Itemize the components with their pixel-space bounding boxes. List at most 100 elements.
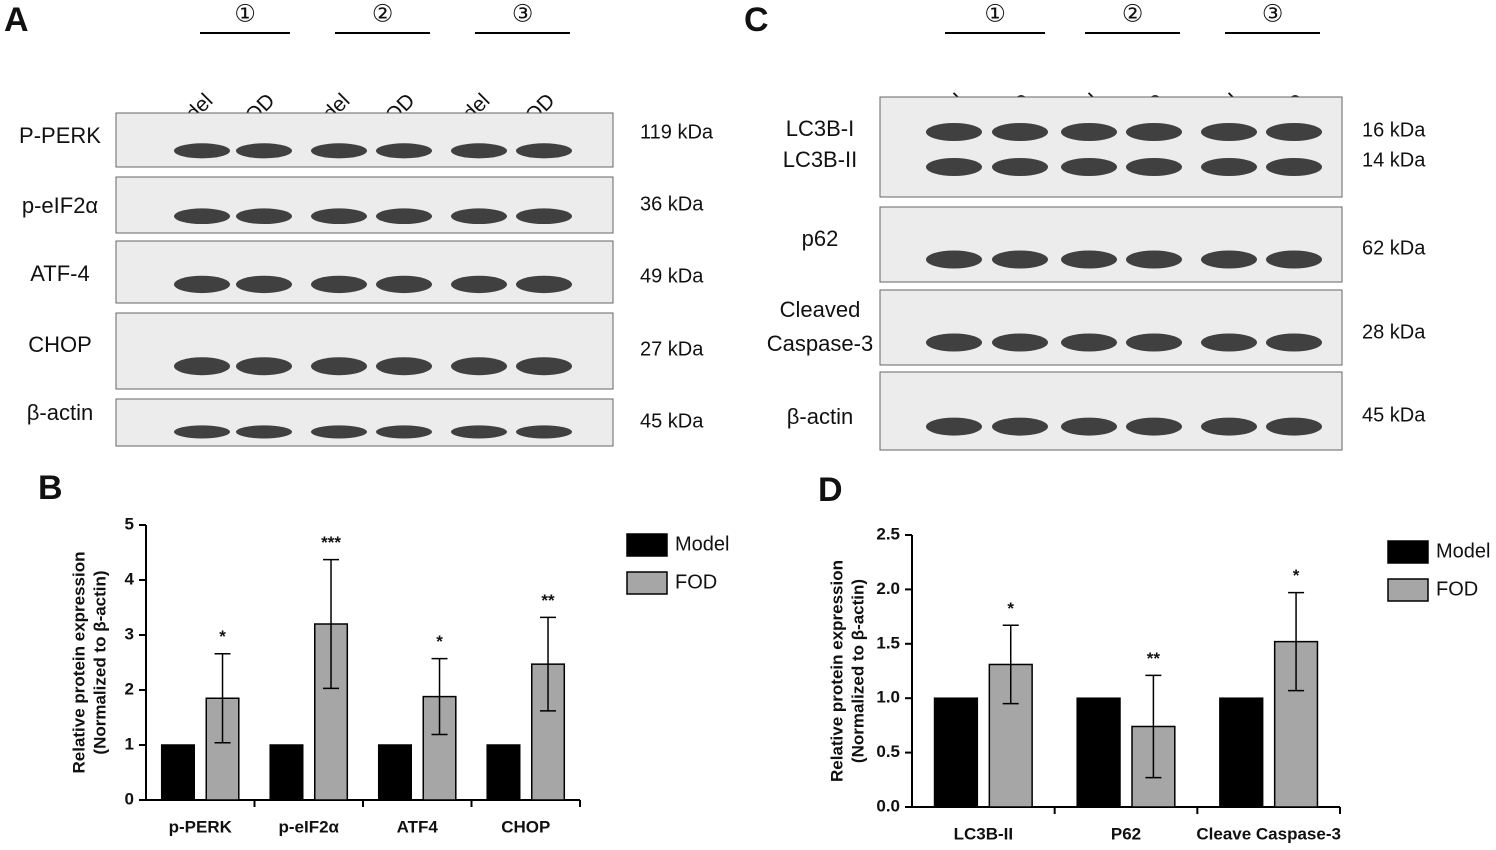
error-bar <box>1288 591 1305 692</box>
legend-label: Model <box>675 533 729 555</box>
blot-band <box>992 417 1048 436</box>
blot-band <box>992 250 1048 269</box>
row-label: ATF-4 <box>30 261 89 286</box>
bar <box>160 744 195 801</box>
size-label: 49 kDa <box>640 265 704 287</box>
bar <box>486 744 521 801</box>
significance-label: *** <box>321 533 341 552</box>
blot-band <box>376 425 432 439</box>
blot-band <box>1201 158 1257 176</box>
blot-band <box>1201 417 1257 436</box>
blot-band <box>1266 417 1322 436</box>
blot-band <box>1061 250 1117 269</box>
error-bar <box>540 616 557 712</box>
blot-membrane <box>115 176 614 234</box>
panel-letter: D <box>818 471 843 509</box>
blot-band <box>1126 123 1182 141</box>
error-bar <box>323 558 340 690</box>
blot-band <box>1266 158 1322 176</box>
blot-band <box>516 143 572 159</box>
blot-band <box>174 357 230 376</box>
blot-band <box>451 208 507 225</box>
blot-band <box>1201 250 1257 269</box>
blot-band <box>311 275 367 294</box>
row-label: β-actin <box>27 400 93 425</box>
blot-band <box>174 425 230 439</box>
blot-band <box>174 208 230 225</box>
blot-band <box>451 275 507 294</box>
row-label: p62 <box>802 226 839 251</box>
blot-band <box>451 357 507 376</box>
y-axis-title: (Normalized to β-actin) <box>90 570 109 754</box>
blot-band <box>236 425 292 439</box>
blot-band <box>926 250 982 269</box>
blot-band <box>311 143 367 159</box>
y-tick-label: 1.5 <box>876 633 900 652</box>
blot-band <box>1061 123 1117 141</box>
blot-band <box>1201 333 1257 352</box>
size-label: 36 kDa <box>640 193 704 215</box>
blot-band <box>992 158 1048 176</box>
group-label: ③ <box>512 0 534 27</box>
row-label: LC3B-I <box>786 116 854 141</box>
blot-band <box>376 208 432 225</box>
blot-band <box>1266 333 1322 352</box>
group-label: ② <box>1122 0 1144 27</box>
panel-letter: C <box>744 1 769 39</box>
blot-band <box>992 123 1048 141</box>
row-label: LC3B-II <box>783 147 858 172</box>
y-tick-label: 5 <box>125 514 134 533</box>
error-bar <box>1145 674 1162 779</box>
size-label: 14 kDa <box>1362 149 1426 171</box>
x-tick-label: ATF4 <box>397 817 439 836</box>
y-tick-label: 0 <box>125 789 134 808</box>
blot-band <box>376 357 432 376</box>
blot-band <box>926 333 982 352</box>
significance-label: ** <box>541 591 555 610</box>
blot-band <box>1126 333 1182 352</box>
blot-membrane <box>115 112 614 168</box>
blot-band <box>236 275 292 294</box>
group-label: ① <box>984 0 1006 27</box>
row-label: P-PERK <box>19 123 101 148</box>
bar <box>1219 697 1264 808</box>
bar <box>1076 697 1121 808</box>
significance-label: * <box>219 627 226 646</box>
blot-band <box>1201 123 1257 141</box>
size-label: 45 kDa <box>1362 404 1426 426</box>
blot-band <box>516 275 572 294</box>
y-tick-label: 3 <box>125 624 134 643</box>
size-label: 27 kDa <box>640 338 704 360</box>
blot-membrane <box>879 371 1343 451</box>
x-tick-label: P62 <box>1111 824 1141 843</box>
y-tick-label: 2 <box>125 679 134 698</box>
blot-band <box>516 208 572 225</box>
blot-band <box>311 357 367 376</box>
x-tick-label: p-PERK <box>169 817 233 836</box>
error-bar <box>431 657 448 736</box>
blot-membrane <box>879 206 1343 283</box>
size-label: 62 kDa <box>1362 237 1426 259</box>
row-label: Caspase-3 <box>767 331 873 356</box>
blot-membrane <box>115 240 614 304</box>
blot-band <box>1126 158 1182 176</box>
blot-band <box>236 208 292 225</box>
y-axis-title: Relative protein expression <box>827 560 846 782</box>
group-label: ② <box>372 0 394 27</box>
blot-band <box>1126 250 1182 269</box>
bar <box>377 744 413 801</box>
y-tick-label: 1.0 <box>876 688 900 707</box>
y-tick-label: 0.5 <box>876 742 900 761</box>
group-label: ③ <box>1262 0 1284 27</box>
blot-band <box>236 143 292 159</box>
significance-label: * <box>436 632 443 651</box>
blot-band <box>376 275 432 294</box>
blot-band <box>926 123 982 141</box>
blot-membrane <box>879 96 1343 198</box>
blot-membrane <box>115 398 614 447</box>
x-tick-label: CHOP <box>501 817 550 836</box>
blot-band <box>311 208 367 225</box>
x-tick-label: p-eIF2α <box>278 817 339 836</box>
blot-band <box>1266 250 1322 269</box>
